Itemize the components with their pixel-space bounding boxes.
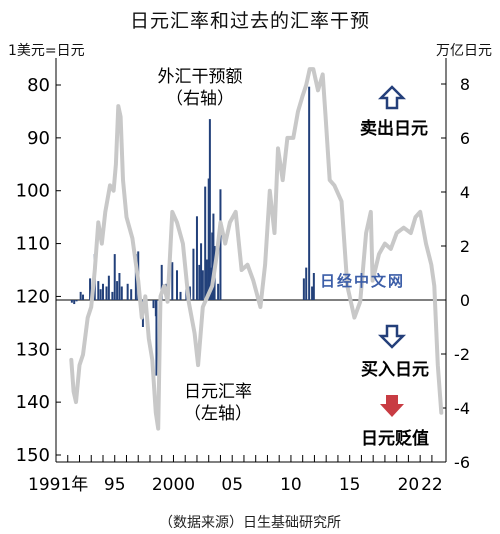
intervention-bar — [82, 294, 85, 300]
right-axis-unit: 万亿日元 — [436, 43, 492, 59]
intervention-bar — [171, 262, 174, 300]
intervention-bar — [160, 264, 163, 300]
intervention-bar — [188, 286, 191, 300]
intervention-bar — [111, 291, 114, 300]
intervention-bar — [113, 254, 116, 300]
intervention-bar — [120, 286, 123, 300]
intervention-bar — [126, 283, 129, 300]
intervention-bar — [75, 300, 78, 302]
left-tick-label: 100 — [16, 181, 50, 202]
left-tick-label: 80 — [27, 75, 50, 96]
yen-rate-annotation: 日元汇率 — [184, 382, 252, 402]
intervention-bar — [201, 270, 204, 300]
x-tick-label: 22 — [421, 475, 443, 495]
intervention-bar — [204, 186, 207, 300]
intervention-bar — [198, 264, 201, 300]
intervention-bar — [312, 273, 315, 300]
x-tick-label: 2000 — [152, 475, 195, 495]
intervention-bar — [211, 232, 214, 300]
intervention-bar — [118, 273, 121, 300]
intervention-bar — [212, 213, 215, 300]
left-tick-label: 90 — [27, 128, 50, 149]
x-tick-label: 05 — [221, 475, 243, 495]
left-tick-label: 150 — [16, 445, 50, 466]
intervention-bar — [79, 291, 82, 300]
watermark: 日经中文网 — [320, 272, 405, 290]
chart-title: 日元汇率和过去的汇率干预 — [129, 10, 370, 32]
intervention-bar — [152, 300, 155, 309]
left-tick-label: 120 — [16, 286, 50, 307]
intervention-bar — [207, 178, 210, 300]
intervention-bar — [99, 289, 102, 300]
sell-yen-label: 卖出日元 — [360, 118, 428, 139]
x-tick-label: 10 — [280, 475, 302, 495]
x-tick-label: 20 — [398, 475, 420, 495]
source-note: （数据来源）日生基础研究所 — [159, 515, 341, 531]
intervention-bar — [97, 281, 100, 300]
buy-yen-label: 买入日元 — [361, 360, 429, 380]
intervention-bar — [175, 270, 178, 300]
left-axis-unit: 1美元=日元 — [8, 43, 85, 59]
intervention-bar — [192, 248, 195, 300]
left-tick-label: 110 — [16, 234, 50, 255]
intervention-bar — [89, 278, 92, 300]
intervention-bar — [130, 289, 133, 300]
intervention-bar — [107, 275, 110, 300]
x-tick-label: 95 — [104, 475, 126, 495]
down-arrow-icon — [377, 324, 407, 349]
intervention-bar — [219, 189, 222, 300]
intervention-bar — [101, 283, 104, 300]
intervention-bar — [208, 119, 211, 300]
yen-depreciation-label: 日元贬值 — [361, 428, 429, 449]
x-tick-label: 15 — [339, 475, 361, 495]
right-tick-label: -4 — [454, 399, 470, 418]
yen-rate-line — [69, 67, 444, 431]
intervention-bar — [195, 216, 198, 300]
left-tick-label: 130 — [16, 339, 50, 360]
right-tick-label: -6 — [454, 453, 470, 472]
right-tick-label: 8 — [460, 75, 470, 94]
intervention-bar — [308, 86, 311, 300]
right-tick-label: 4 — [460, 183, 470, 202]
yen-rate-annotation: （左轴） — [184, 404, 252, 424]
intervention-annotation: （右轴） — [166, 89, 234, 109]
right-tick-label: -2 — [454, 345, 470, 364]
right-tick-label: 0 — [460, 291, 470, 310]
line-series-yen-rate — [69, 67, 444, 431]
left-tick-label: 140 — [16, 392, 50, 413]
right-tick-label: 6 — [460, 129, 470, 148]
right-tick-label: 2 — [460, 237, 470, 256]
up-arrow-icon — [377, 85, 407, 110]
axes — [55, 58, 447, 463]
intervention-bar — [302, 278, 305, 300]
intervention-bar — [179, 291, 182, 300]
intervention-bar — [311, 286, 314, 300]
intervention-bar — [205, 259, 208, 300]
intervention-bar — [155, 300, 158, 376]
intervention-bar — [200, 243, 203, 300]
red-down-arrow-icon — [380, 395, 404, 417]
intervention-bar — [73, 300, 76, 305]
x-tick-label: 1991年 — [28, 475, 88, 495]
intervention-bar — [217, 283, 220, 300]
intervention-bar — [70, 300, 73, 303]
intervention-annotation: 外汇干预额 — [158, 67, 243, 87]
intervention-bar — [116, 281, 119, 300]
intervention-bar — [305, 267, 308, 300]
intervention-bar — [105, 286, 108, 300]
